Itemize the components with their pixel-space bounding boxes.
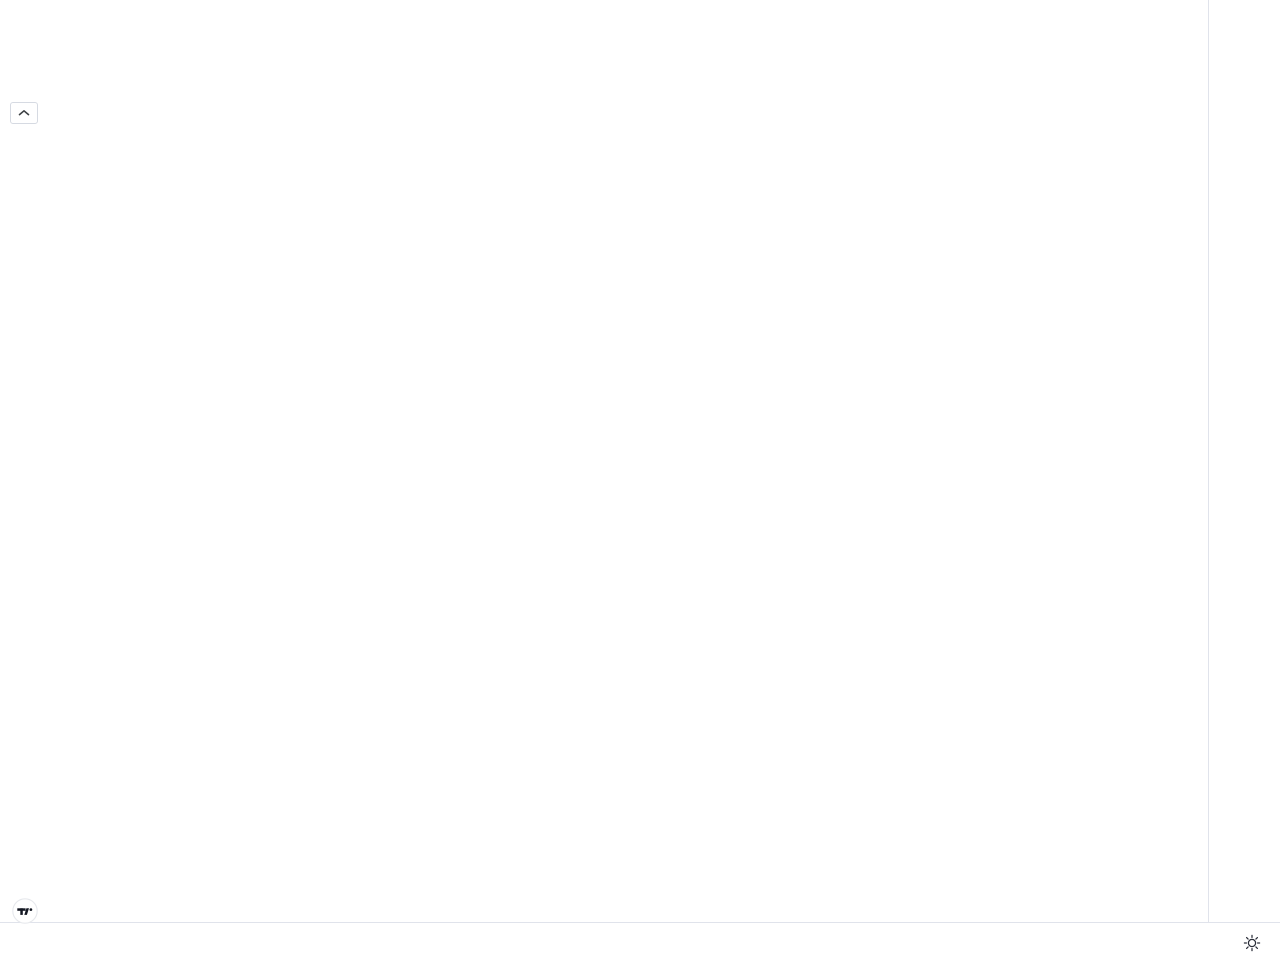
tradingview-logo[interactable] — [12, 898, 38, 924]
collapse-pane-button[interactable] — [10, 102, 38, 124]
chart-plot-area[interactable] — [0, 0, 1208, 922]
chevron-up-icon — [18, 110, 30, 116]
tradingview-logo-icon — [12, 898, 38, 924]
chart-settings-button[interactable] — [1243, 934, 1261, 952]
gear-icon — [1243, 934, 1261, 952]
chart-canvas[interactable] — [0, 0, 1208, 922]
price-scale[interactable] — [1208, 0, 1280, 922]
time-scale[interactable] — [0, 922, 1280, 961]
